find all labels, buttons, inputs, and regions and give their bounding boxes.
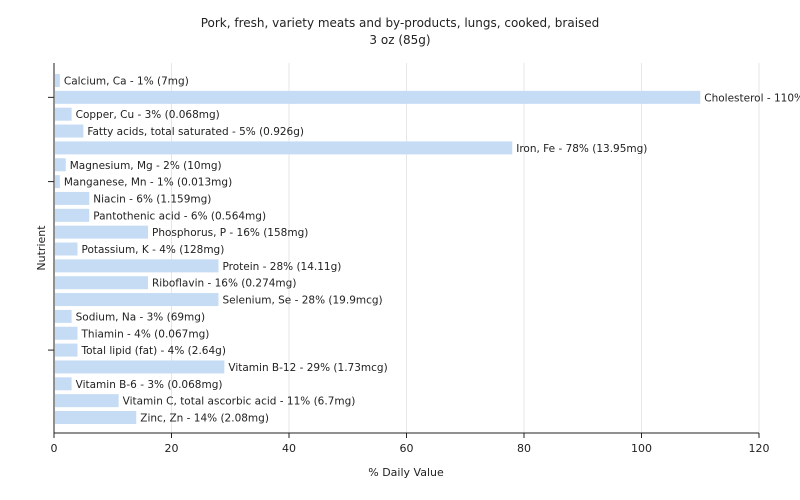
bar (55, 326, 78, 340)
x-tick-label: 0 (51, 442, 58, 455)
bar (55, 107, 72, 121)
bar-label: Phosphorus, P - 16% (158mg) (152, 227, 308, 239)
bar (55, 309, 72, 323)
bar (55, 360, 225, 374)
bar-label: Vitamin C, total ascorbic acid - 11% (6.… (123, 396, 356, 408)
bar (55, 74, 60, 87)
bar (55, 343, 78, 357)
bar-label: Niacin - 6% (1.159mg) (93, 193, 211, 205)
x-tick-label: 100 (631, 442, 652, 455)
bar-label: Fatty acids, total saturated - 5% (0.926… (87, 126, 304, 138)
bar-label: Iron, Fe - 78% (13.95mg) (516, 143, 647, 155)
bar-label: Riboflavin - 16% (0.274mg) (152, 278, 296, 290)
bar (55, 394, 119, 408)
x-tick-label: 20 (165, 442, 179, 455)
bar-label: Manganese, Mn - 1% (0.013mg) (64, 177, 232, 189)
bar-label: Pantothenic acid - 6% (0.564mg) (93, 210, 266, 222)
bar-label: Total lipid (fat) - 4% (2.64g) (81, 345, 226, 357)
bar-label: Potassium, K - 4% (128mg) (82, 244, 225, 256)
bar (55, 90, 701, 104)
bar (55, 124, 84, 138)
grid (171, 63, 760, 433)
chart-subtitle: 3 oz (85g) (369, 33, 430, 47)
bar (55, 411, 137, 424)
bar (55, 276, 148, 290)
bar (55, 242, 78, 256)
bar (55, 377, 72, 391)
bar (55, 175, 60, 189)
bar (55, 191, 90, 205)
x-ticks: 0 20 40 60 80 100 120 (51, 433, 770, 455)
bar (55, 259, 219, 273)
x-tick-label: 120 (749, 442, 770, 455)
bar (55, 141, 513, 155)
bar-label: Thiamin - 4% (0.067mg) (81, 328, 210, 340)
bar-label: Copper, Cu - 3% (0.068mg) (76, 109, 220, 121)
bar-label: Cholesterol - 110% (329mg) (704, 92, 800, 104)
bar (55, 208, 90, 222)
bar-label: Protein - 28% (14.11g) (223, 261, 342, 273)
bar-label: Zinc, Zn - 14% (2.08mg) (140, 413, 269, 425)
y-axis-label: Nutrient (35, 225, 48, 271)
bar (55, 293, 219, 307)
x-tick-label: 80 (517, 442, 531, 455)
x-axis-label: % Daily Value (368, 466, 444, 479)
bars: Calcium, Ca - 1% (7mg) Cholesterol - 110%… (55, 74, 800, 425)
x-tick-label: 60 (400, 442, 414, 455)
bar-label: Selenium, Se - 28% (19.9mcg) (223, 295, 383, 307)
bar-label: Magnesium, Mg - 2% (10mg) (70, 160, 222, 172)
x-tick-label: 40 (282, 442, 296, 455)
bar-label: Sodium, Na - 3% (69mg) (76, 311, 205, 323)
bar (55, 158, 66, 172)
bar-label: Calcium, Ca - 1% (7mg) (64, 76, 189, 88)
bar-label: Vitamin B-12 - 29% (1.73mcg) (228, 362, 387, 374)
chart-title: Pork, fresh, variety meats and by-produc… (201, 16, 600, 30)
bar (55, 225, 148, 239)
bar-label: Vitamin B-6 - 3% (0.068mg) (76, 379, 223, 391)
